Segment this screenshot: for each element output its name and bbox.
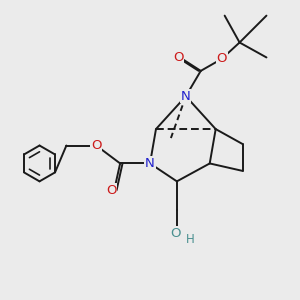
- Text: N: N: [145, 157, 155, 170]
- Text: O: O: [106, 184, 116, 197]
- Text: O: O: [173, 51, 184, 64]
- Text: O: O: [170, 227, 181, 240]
- Text: N: N: [181, 90, 191, 103]
- Text: H: H: [186, 233, 195, 246]
- Text: O: O: [216, 52, 227, 65]
- Text: O: O: [91, 139, 101, 152]
